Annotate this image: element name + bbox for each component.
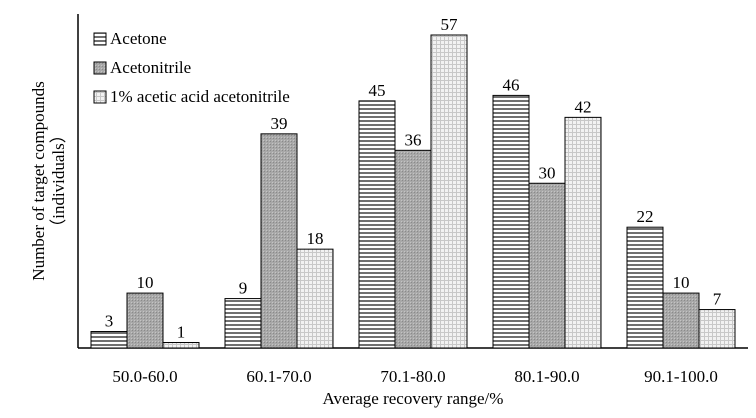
x-tick-label: 50.0-60.0 [112,367,177,386]
data-label-acetonitrile-60.1-70.0: 39 [271,114,288,133]
x-axis-title: Average recovery range/% [323,389,504,408]
legend-label-acetonitrile: Acetonitrile [110,58,191,77]
legend-swatch-acetic-acid-acetonitrile [93,90,107,104]
bar-acetone-50.0-60.0 [90,331,128,349]
bar-acetone-60.1-70.0 [224,298,262,349]
legend-swatch-acetonitrile [93,61,107,75]
bar-acetonitrile-70.1-80.0 [394,149,432,349]
bar-acetonitrile-90.1-100.0 [662,292,700,349]
data-label-acetone-60.1-70.0: 9 [239,279,248,298]
legend-label-acetic-acid-acetonitrile: 1% acetic acid acetonitrile [110,87,290,106]
legend-label-acetone: Acetone [110,29,167,48]
bar-acetic-acid-acetonitrile-60.1-70.0 [296,248,334,349]
data-label-acetone-80.1-90.0: 46 [503,75,520,94]
bar-acetic-acid-acetonitrile-50.0-60.0 [162,342,200,349]
x-tick-label: 90.1-100.0 [644,367,718,386]
x-tick-label: 60.1-70.0 [246,367,311,386]
data-label-acetic-acid-acetonitrile-80.1-90.0: 42 [575,97,592,116]
bar-acetic-acid-acetonitrile-90.1-100.0 [698,309,736,349]
value-labels-layer: 3 10 1 9 39 18 45 36 57 46 30 42 22 10 7 [105,15,722,342]
data-label-acetic-acid-acetonitrile-70.1-80.0: 57 [441,15,459,34]
data-label-acetic-acid-acetonitrile-60.1-70.0: 18 [307,229,324,248]
data-label-acetonitrile-70.1-80.0: 36 [405,130,422,149]
bar-acetone-80.1-90.0 [492,94,530,349]
legend: Acetone Acetonitrile 1% acetic acid acet… [93,29,290,106]
data-label-acetonitrile-80.1-90.0: 30 [539,163,556,182]
legend-swatch-acetone [93,32,107,46]
bar-acetonitrile-80.1-90.0 [528,182,566,349]
bar-acetic-acid-acetonitrile-70.1-80.0 [430,34,468,349]
bar-acetonitrile-50.0-60.0 [126,292,164,349]
bar-acetone-70.1-80.0 [358,100,396,349]
bars-layer [90,34,736,349]
x-tick-label: 70.1-80.0 [380,367,445,386]
data-label-acetic-acid-acetonitrile-50.0-60.0: 1 [177,323,186,342]
x-tick-label: 80.1-90.0 [514,367,579,386]
data-label-acetonitrile-90.1-100.0: 10 [673,273,690,292]
bar-acetic-acid-acetonitrile-80.1-90.0 [564,116,602,349]
bar-acetone-90.1-100.0 [626,226,664,349]
x-tick-labels: 50.0-60.0 60.1-70.0 70.1-80.0 80.1-90.0 90.1… [112,367,717,386]
y-axis-title: Number of target compounds [29,81,48,280]
data-label-acetonitrile-50.0-60.0: 10 [137,273,154,292]
data-label-acetone-90.1-100.0: 22 [637,207,654,226]
bar-acetonitrile-60.1-70.0 [260,133,298,349]
y-axis-title-unit: （individuals） [49,126,68,236]
data-label-acetic-acid-acetonitrile-90.1-100.0: 7 [713,290,722,309]
data-label-acetone-70.1-80.0: 45 [369,81,386,100]
data-label-acetone-50.0-60.0: 3 [105,312,114,331]
